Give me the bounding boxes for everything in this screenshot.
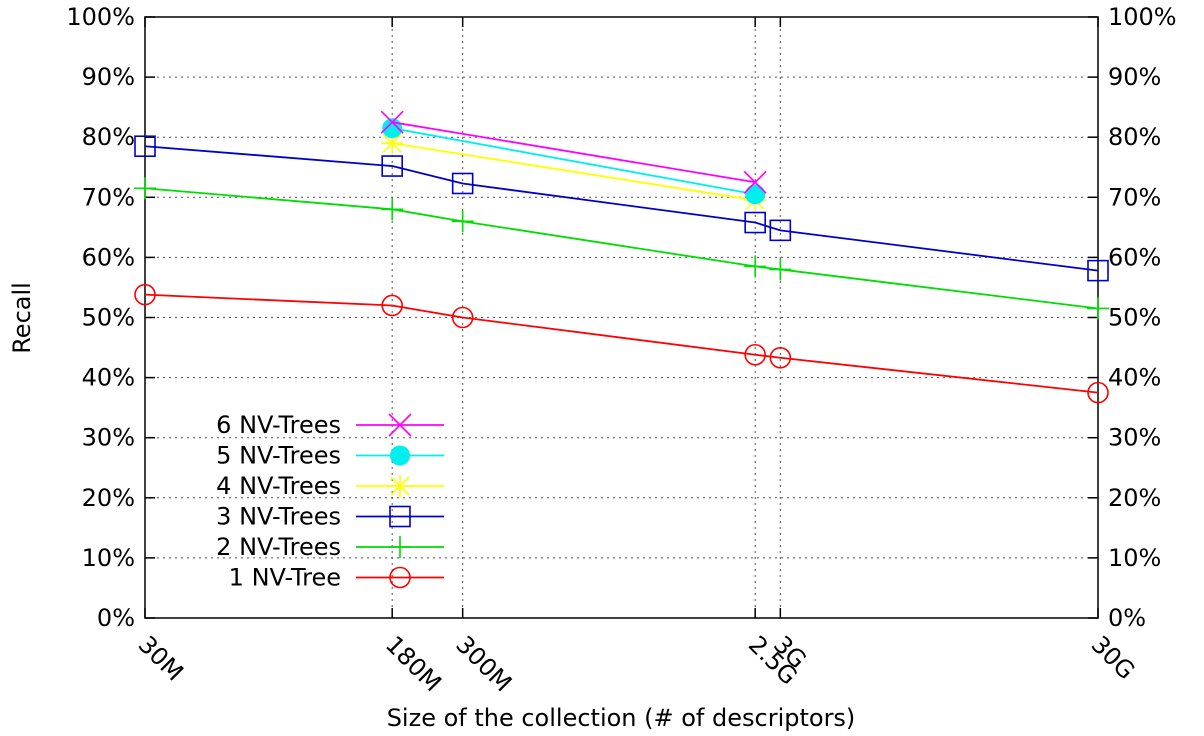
x-axis-title: Size of the collection (# of descriptors… [387,704,856,732]
series-line [144,187,1099,310]
legend-label: 5 NV-Trees [216,442,341,470]
square-marker [451,172,474,195]
series-line [392,127,756,196]
square-marker [744,211,766,234]
series-line [392,121,756,184]
y-tick-label: 90% [82,63,135,91]
legend-label: 3 NV-Trees [216,503,341,531]
y-tick-label: 0% [97,604,135,632]
y-axis-right: 0% 10% 20% 30% 40% 50% 60% 70% 80% 90% 100% [1088,3,1177,632]
square-marker [381,155,403,177]
y-tick-label: 70% [82,183,135,211]
legend-item: 6 NV-Trees [216,411,444,439]
x-tick-label: 300M [450,630,517,697]
legend-label: 6 NV-Trees [216,411,341,439]
series-line [392,142,756,202]
square-marker [1087,259,1109,282]
square-marker [134,135,156,158]
series-line [144,293,1099,394]
legend-item: 3 NV-Trees [216,503,444,531]
plus-marker [389,536,411,558]
legend-label: 1 NV-Tree [229,564,341,592]
plus-marker [769,258,792,281]
circle-marker [389,566,411,589]
plus-marker [451,210,474,233]
y-tick-label: 30% [82,424,135,452]
legend-item: 1 NV-Tree [229,564,444,592]
y-tick-label: 40% [82,364,135,392]
y-tick-label: 50% [82,304,135,332]
star-marker [381,132,404,155]
x-tick-label: 180M [380,630,447,697]
filled-circle-marker [745,184,766,205]
series-line [144,145,1099,272]
legend-label: 2 NV-Trees [216,533,341,561]
series-5-nv-trees [382,118,766,205]
circle-marker [744,343,766,366]
square-marker [389,505,411,528]
series-1-nv-tree [134,283,1109,404]
y-axis-left: 0% 10% 20% 30% 40% 50% 60% 70% 80% 90% 100% [66,3,155,632]
cross-marker [380,110,404,134]
plus-marker [134,177,156,200]
circle-marker [134,283,156,306]
y-tick-label-right: 70% [1108,183,1161,211]
circle-marker [769,346,792,369]
circle-marker [451,306,474,329]
legend-label: 4 NV-Trees [216,472,341,500]
y-tick-label: 100% [66,3,135,31]
series-layer [134,110,1109,404]
x-tick-label: 30M [133,630,189,686]
legend-item: 2 NV-Trees [216,533,444,561]
y-tick-label-right: 90% [1108,63,1161,91]
plus-marker [381,198,404,221]
star-marker [389,475,411,497]
cross-marker [743,170,767,194]
y-tick-label: 10% [82,544,135,572]
square-marker [769,219,792,242]
series-4-nv-trees [381,132,767,212]
circle-marker [1087,381,1109,404]
y-tick-label-right: 0% [1108,604,1146,632]
y-tick-label-right: 30% [1108,424,1161,452]
series-3-nv-trees [134,135,1109,282]
y-tick-label: 60% [82,243,135,271]
y-tick-label: 80% [82,123,135,151]
y-tick-label-right: 20% [1108,484,1161,512]
legend-item: 5 NV-Trees [216,442,444,470]
x-tick-label: 30G [1086,630,1141,685]
filled-circle-marker [390,445,410,466]
y-tick-label-right: 10% [1108,544,1161,572]
y-tick-label: 20% [82,484,135,512]
series-6-nv-trees [380,110,767,194]
legend-item: 4 NV-Trees [216,472,444,500]
y-tick-label-right: 80% [1108,123,1161,151]
series-2-nv-trees [134,177,1109,320]
cross-marker [388,413,412,437]
y-tick-label-right: 100% [1108,3,1177,31]
y-axis-title: Recall [8,282,36,354]
y-tick-label-right: 60% [1108,243,1161,271]
y-tick-label-right: 40% [1108,364,1161,392]
circle-marker [381,294,403,317]
y-tick-label-right: 50% [1108,304,1161,332]
plus-marker [744,255,767,278]
plus-marker [1087,297,1109,320]
